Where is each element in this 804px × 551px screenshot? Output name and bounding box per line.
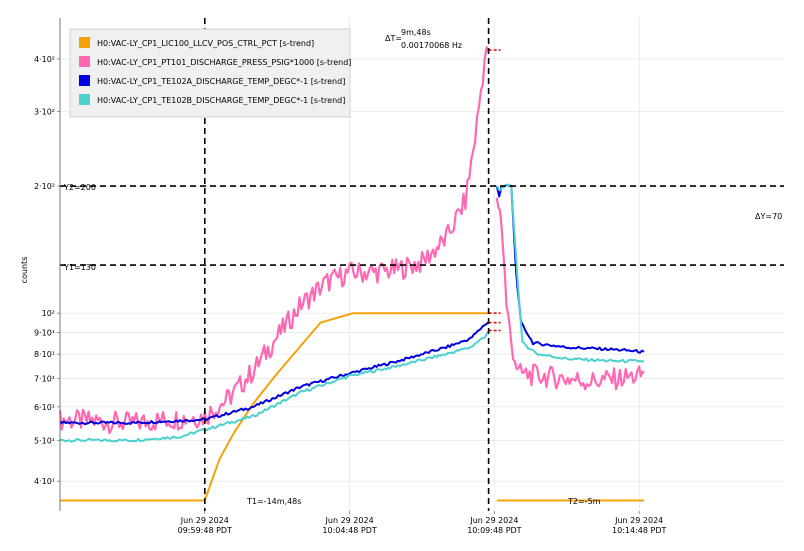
y-tick-label: 7·10¹ [34, 375, 55, 384]
cursor-y1-label: Y1=130 [63, 263, 96, 272]
x-tick-label: 10:14:48 PDT [612, 526, 666, 535]
series-line [60, 312, 644, 502]
legend-entry: H0:VAC-LY_CP1_LIC100_LLCV_POS_CTRL_PCT [… [97, 39, 314, 48]
legend-swatch [79, 56, 90, 67]
x-tick-label: Jun 29 2024 [325, 516, 374, 525]
legend-entry: H0:VAC-LY_CP1_TE102B_DISCHARGE_TEMP_DEGC… [97, 96, 345, 105]
x-tick-label: 09:59:48 PDT [178, 526, 232, 535]
cursor-t1-label: T1=-14m,48s [246, 497, 301, 506]
x-tick-label: 10:09:48 PDT [467, 526, 521, 535]
cursor-dy-label: ΔY=70 [755, 212, 782, 221]
legend-swatch [79, 37, 90, 48]
x-tick-label: Jun 29 2024 [180, 516, 229, 525]
x-tick-label: Jun 29 2024 [614, 516, 663, 525]
axes: counts 4·10¹ 5·10¹ 6·10¹ 7·10¹ 8·10¹ 9·10¹ 10²… [20, 18, 666, 535]
cursor-dt-label: ΔT= [385, 34, 402, 43]
y-tick-label: 4·10² [34, 55, 55, 64]
x-tick-label: Jun 29 2024 [469, 516, 518, 525]
cursor-dt-value: 9m,48s [401, 28, 431, 37]
x-tick-label: 10:04:48 PDT [322, 526, 376, 535]
legend-box [69, 28, 351, 118]
y-tick-label: 3·10² [34, 108, 55, 117]
y-tick-label: 10² [42, 309, 55, 318]
y-tick-label: 4·10¹ [34, 477, 55, 486]
y-tick-label: 2·10² [34, 182, 55, 191]
y-tick-label: 6·10¹ [34, 403, 55, 412]
series-line [58, 46, 645, 435]
y-tick-label: 8·10¹ [34, 350, 55, 359]
y-tick-label: 5·10¹ [34, 436, 55, 445]
legend-swatch [79, 75, 90, 86]
legend-entry: H0:VAC-LY_CP1_TE102A_DISCHARGE_TEMP_DEGC… [97, 77, 345, 86]
y-axis-label: counts [20, 257, 29, 284]
y-tick-label: 9·10¹ [34, 328, 55, 337]
legend-swatch [79, 94, 90, 105]
cursor-dt-freq: 0.00170068 Hz [401, 41, 462, 50]
legend: H0:VAC-LY_CP1_LIC100_LLCV_POS_CTRL_PCT [… [69, 28, 351, 118]
series-line [59, 183, 645, 443]
cursor-t2-label: T2=-5m [567, 497, 601, 506]
legend-entry: H0:VAC-LY_CP1_PT101_DISCHARGE_PRESS_PSIG… [97, 58, 351, 67]
cursor-y2-label: Y2=200 [63, 183, 96, 192]
series-layer [58, 46, 645, 502]
